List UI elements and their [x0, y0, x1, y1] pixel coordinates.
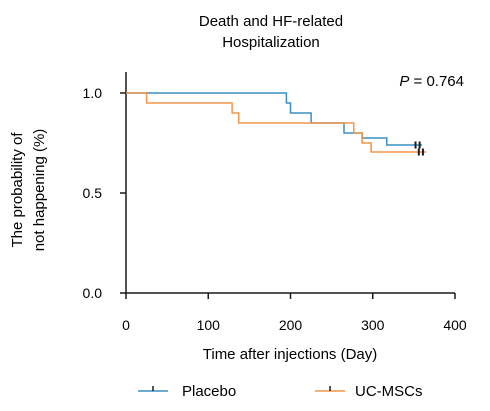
- y-axis-label-line-1: The probability of: [9, 132, 26, 248]
- p-value-annotation: P = 0.764: [399, 73, 464, 90]
- x-axis-label: Time after injections (Day): [203, 346, 378, 363]
- x-tick-label: 100: [197, 317, 221, 333]
- y-tick-label: 1.0: [83, 85, 103, 101]
- legend-label-placebo: Placebo: [182, 383, 236, 400]
- p-value-text: = 0.764: [409, 73, 464, 90]
- y-tick-label: 0.0: [83, 285, 103, 301]
- chart-title-line-1: Death and HF-related: [199, 13, 343, 30]
- x-tick-label: 200: [279, 317, 303, 333]
- legend-label-uc-mscs: UC-MSCs: [355, 383, 423, 400]
- x-tick-label: 400: [443, 317, 467, 333]
- y-tick-label: 0.5: [83, 185, 103, 201]
- x-tick-label: 300: [361, 317, 385, 333]
- legend: Placebo UC-MSCs: [138, 383, 423, 400]
- p-value-symbol: P: [399, 73, 409, 90]
- series-line-placebo: [126, 92, 423, 146]
- y-axis-label-line-2: not happening (%): [31, 129, 48, 252]
- chart-title-line-2: Hospitalization: [222, 34, 320, 51]
- series-line-uc-mscs: [126, 92, 427, 153]
- x-tick-label: 0: [122, 317, 130, 333]
